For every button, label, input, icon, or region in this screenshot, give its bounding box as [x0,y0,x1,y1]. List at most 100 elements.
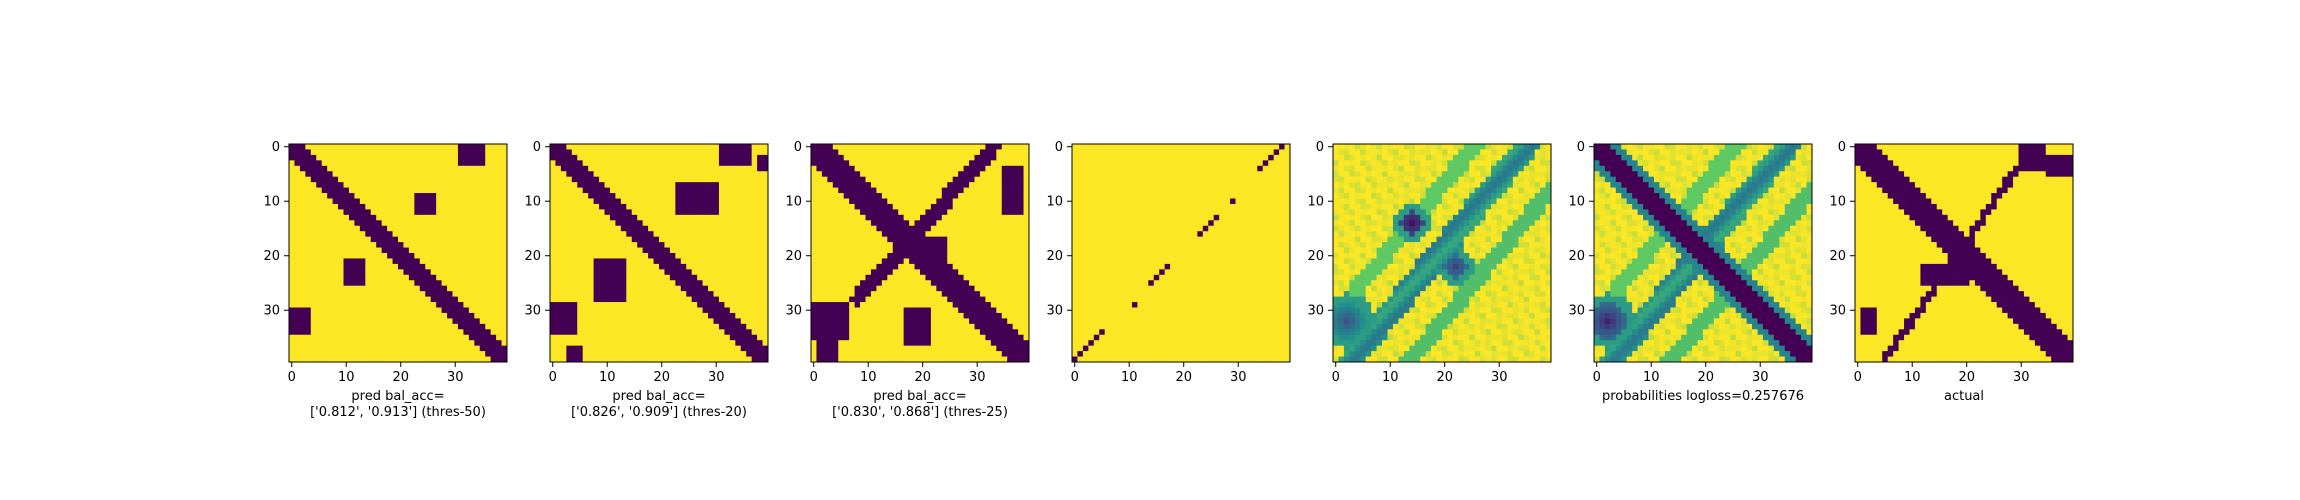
heatmap-cell [359,182,366,188]
heatmap-cell [474,160,481,167]
heatmap-cell [436,209,442,216]
heatmap-cell [849,209,855,216]
heatmap-cell [903,176,910,183]
heatmap-cell [816,193,823,199]
heatmap-cell [718,171,725,178]
heatmap-cell [996,187,1003,194]
heatmap-cell [359,291,366,297]
heatmap-cell [474,187,481,194]
heatmap-cell [729,258,736,265]
heatmap-cell [430,307,437,314]
heatmap-cell [289,329,295,336]
heatmap-cell [343,149,350,156]
heatmap-cell [593,171,600,178]
heatmap-cell [1268,144,1274,150]
heatmap-cell [441,176,448,183]
heatmap-cell [952,285,959,292]
heatmap-cell [746,329,752,336]
heatmap-cell [593,203,600,210]
heatmap-cell [398,296,404,303]
heatmap-cell [675,258,682,265]
heatmap-cell [1104,144,1111,150]
heatmap-cell [1007,318,1013,325]
heatmap-cell [577,144,584,150]
heatmap-cell [865,236,872,243]
heatmap-cell [903,351,910,357]
heatmap-cell [909,225,915,232]
heatmap-cell [648,340,654,346]
heatmap-cell [838,258,845,265]
heatmap-cell [746,274,752,281]
y-tick-label: 30 [785,304,802,319]
heatmap-cell [348,247,355,254]
heatmap-cell [713,345,720,352]
heatmap-cell [686,209,693,216]
heatmap-cell [746,165,752,172]
heatmap-cell [713,296,720,303]
heatmap-cell [762,154,769,161]
heatmap-cell [376,291,382,297]
heatmap-cell [289,209,295,216]
heatmap-cell [403,193,410,199]
heatmap-cell [615,307,622,314]
heatmap-cell [821,214,828,221]
heatmap-cell [664,182,671,188]
heatmap-cell [609,356,616,363]
heatmap-cell [403,247,410,254]
heatmap-cell [675,198,682,205]
heatmap-cell [887,318,894,325]
heatmap-cell [348,171,355,178]
heatmap-cell [343,356,350,363]
heatmap-cell [958,160,964,167]
heatmap-cell [560,269,567,276]
heatmap-cell [501,214,508,221]
heatmap-cell [496,144,502,150]
heatmap-cell [348,285,355,292]
heatmap-cell [620,351,627,357]
heatmap-cell [501,247,508,254]
heatmap-cell [870,274,877,281]
heatmap-cell [316,274,323,281]
heatmap-cell [952,171,959,178]
heatmap-cell [691,258,698,265]
heatmap-cell [294,351,301,357]
heatmap-cell [958,274,964,281]
heatmap-cell [843,302,850,308]
heatmap-cell [686,312,693,319]
heatmap-cell [419,193,426,199]
heatmap-cell [930,318,937,325]
heatmap-cell [392,291,399,297]
heatmap-cell [496,247,502,254]
heatmap-cell [724,340,731,346]
heatmap-cell [338,225,344,232]
heatmap-cell [408,334,415,341]
heatmap-cell [387,274,393,281]
heatmap-cell [316,318,323,325]
heatmap-cell [408,165,415,172]
heatmap-cell [996,351,1003,357]
heatmap-cell [408,269,415,276]
heatmap-cell [865,187,872,194]
heatmap-cell [299,236,306,243]
heatmap-cell [735,149,742,156]
heatmap-cell [555,214,562,221]
heatmap-cell [816,187,823,194]
heatmap-cell [1186,149,1193,156]
heatmap-cell [686,318,693,325]
heatmap-cell [838,242,845,248]
heatmap-cell [729,263,736,270]
heatmap-cell [626,154,633,161]
heatmap-cell [550,187,556,194]
heatmap-cell [582,160,589,167]
heatmap-cell [599,318,605,325]
heatmap-cell [724,329,731,336]
heatmap-cell [963,198,970,205]
heatmap-cell [555,144,562,150]
heatmap-cell [735,198,742,205]
heatmap-cell [697,144,703,150]
heatmap-cell [838,329,845,336]
heatmap-cell [1148,160,1155,167]
heatmap-cell [708,280,714,287]
heatmap-cell [909,231,915,237]
heatmap-cell [669,193,676,199]
